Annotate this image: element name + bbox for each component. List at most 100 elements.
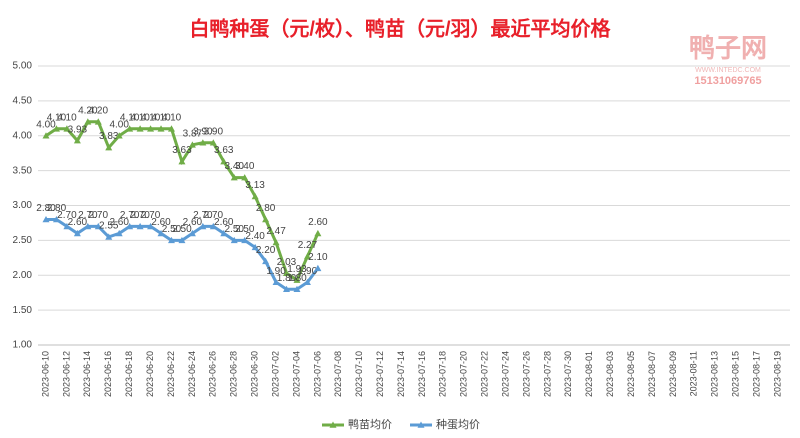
data-label: 1.93 (287, 264, 307, 275)
point-marker (283, 269, 291, 276)
point-marker (167, 236, 175, 244)
point-marker (241, 174, 249, 181)
x-tick-label: 2023-07-20 (459, 351, 469, 397)
point-marker (147, 125, 155, 132)
legend-label: 种蛋均价 (436, 417, 480, 431)
data-label: 2.10 (308, 252, 328, 263)
point-marker (314, 264, 322, 272)
x-tick-label: 2023-06-20 (145, 351, 155, 397)
data-label: 4.10 (120, 112, 140, 123)
data-label: 2.70 (120, 210, 140, 221)
point-marker (84, 118, 92, 125)
data-label: 2.70 (57, 210, 77, 221)
data-label: 1.80 (277, 273, 297, 284)
x-tick-label: 2023-08-05 (626, 351, 636, 397)
x-tick-label: 2023-06-28 (229, 351, 239, 397)
point-marker (230, 174, 238, 181)
point-marker (262, 215, 270, 223)
y-tick-label: 1.50 (13, 305, 33, 316)
point-marker (105, 233, 113, 240)
point-marker (209, 222, 217, 230)
data-label: 2.70 (130, 210, 150, 221)
x-tick-label: 2023-06-12 (61, 351, 71, 397)
data-label: 1.80 (287, 273, 307, 284)
data-label: 1.90 (266, 266, 286, 277)
watermark-phone: 15131069765 (694, 75, 761, 87)
point-marker (73, 229, 81, 237)
point-marker (42, 215, 50, 223)
data-label: 3.90 (204, 126, 224, 137)
y-tick-label: 5.00 (13, 61, 33, 72)
point-marker (73, 137, 81, 144)
data-label: 2.40 (245, 231, 265, 242)
x-tick-label: 2023-06-22 (166, 351, 176, 397)
point-marker (272, 278, 280, 286)
point-marker (115, 229, 123, 237)
data-label: 4.10 (47, 112, 67, 123)
point-marker (199, 139, 207, 146)
x-tick-label: 2023-07-06 (312, 351, 322, 397)
point-marker (115, 132, 123, 139)
data-label: 2.70 (78, 210, 98, 221)
data-label: 3.40 (224, 161, 244, 172)
point-marker (178, 158, 186, 165)
data-label: 2.27 (298, 240, 318, 251)
point-marker (262, 257, 270, 265)
point-marker (63, 222, 71, 230)
x-tick-label: 2023-08-07 (647, 351, 657, 397)
point-marker (94, 222, 102, 230)
data-label: 2.80 (36, 203, 56, 214)
data-label: 2.80 (256, 203, 276, 214)
data-label: 2.60 (183, 217, 203, 228)
y-tick-label: 3.50 (13, 165, 33, 176)
data-label: 3.90 (193, 126, 213, 137)
point-marker (251, 192, 259, 200)
point-marker (283, 285, 291, 292)
legend-marker (417, 421, 425, 428)
point-marker (136, 125, 144, 132)
data-label: 2.03 (277, 257, 297, 268)
data-label: 2.50 (235, 224, 255, 235)
x-tick-label: 2023-08-11 (689, 351, 699, 396)
point-marker (303, 278, 311, 286)
x-tick-label: 2023-07-16 (417, 351, 427, 397)
legend-marker (329, 421, 337, 428)
point-marker (136, 222, 144, 230)
x-tick-label: 2023-07-02 (270, 351, 280, 397)
data-label: 3.40 (235, 161, 255, 172)
point-marker (126, 222, 134, 230)
x-tick-label: 2023-06-18 (124, 351, 134, 397)
x-tick-label: 2023-06-30 (250, 351, 260, 397)
data-label: 4.20 (78, 105, 98, 116)
point-marker (42, 132, 50, 139)
y-tick-label: 2.50 (13, 235, 33, 246)
point-marker (220, 158, 228, 165)
x-tick-label: 2023-08-15 (731, 351, 741, 397)
data-label: 2.70 (141, 210, 161, 221)
chart-title: 白鸭种蛋（元/枚）、鸭苗（元/羽）最近平均价格 (189, 16, 611, 40)
data-label: 1.90 (298, 266, 318, 277)
x-tick-label: 2023-07-26 (521, 351, 531, 397)
point-marker (293, 276, 301, 283)
x-tick-label: 2023-07-28 (542, 351, 552, 397)
point-marker (188, 141, 196, 148)
point-marker (272, 238, 280, 246)
point-marker (241, 236, 249, 244)
data-label: 2.60 (68, 217, 88, 228)
point-marker (230, 236, 238, 244)
data-label: 3.63 (214, 145, 234, 156)
legend-label: 鸭苗均价 (348, 418, 392, 431)
data-label: 2.70 (193, 210, 213, 221)
data-label: 3.83 (99, 131, 119, 142)
point-marker (52, 215, 60, 223)
x-tick-label: 2023-06-14 (82, 351, 92, 397)
point-marker (126, 125, 134, 132)
y-tick-label: 4.00 (13, 130, 33, 141)
point-marker (63, 125, 71, 132)
data-label: 3.13 (245, 180, 265, 191)
point-marker (52, 125, 60, 132)
data-label: 4.20 (89, 105, 109, 116)
x-tick-label: 2023-06-24 (187, 351, 197, 397)
point-marker (199, 222, 207, 230)
point-marker (188, 229, 196, 237)
